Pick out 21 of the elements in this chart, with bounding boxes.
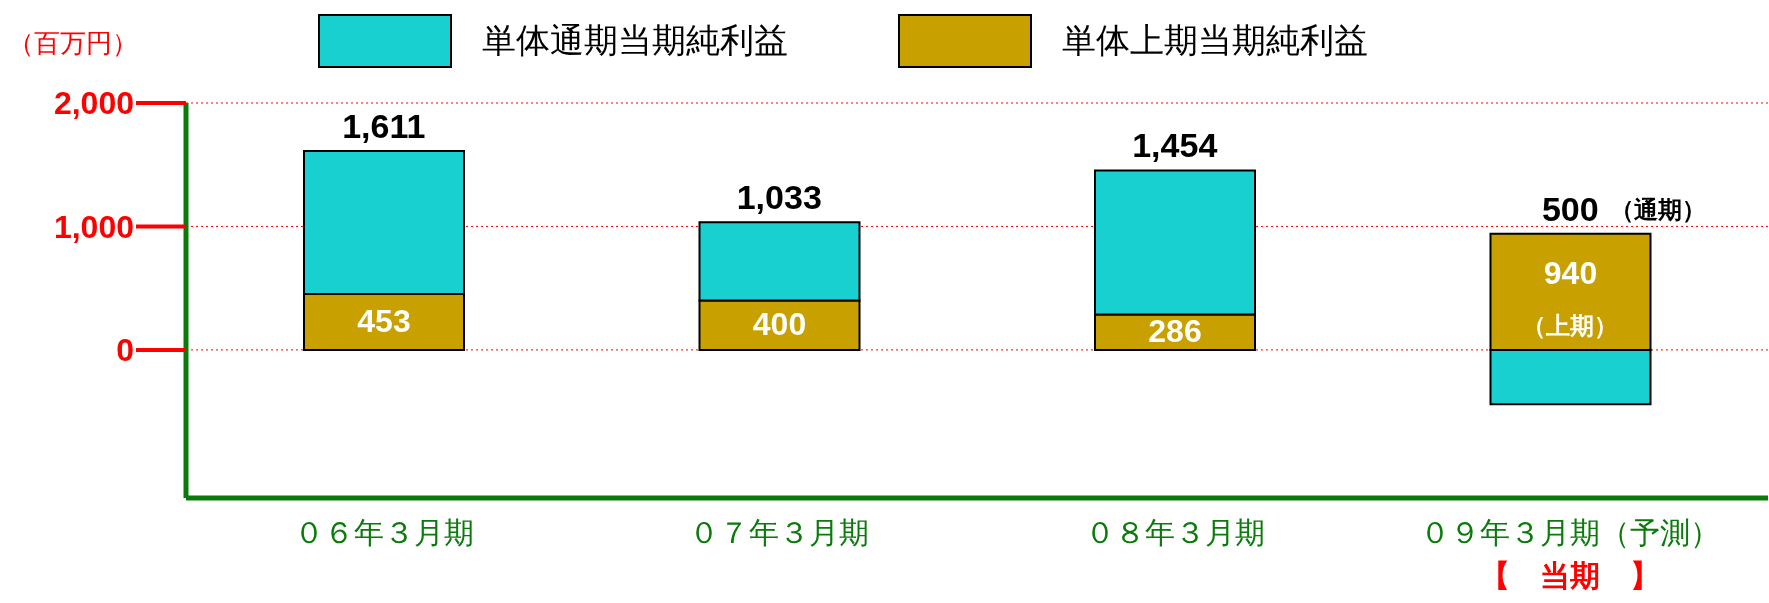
y-tick-label: 1,000 <box>53 208 134 245</box>
total-label: 500 <box>1541 189 1599 228</box>
data-label: 400 <box>752 306 807 343</box>
x-tick-label: ０６年３月期 <box>293 516 474 550</box>
data-label: 940 <box>1543 254 1598 291</box>
annotation: （上期） <box>1521 310 1620 341</box>
x-tick-label: ０９年３月期（予測） <box>1420 516 1721 550</box>
x-tick-label: ０７年３月期 <box>689 516 870 550</box>
annotation: （通期） <box>1610 194 1708 225</box>
text: 【 当期 】 <box>1479 558 1662 594</box>
total-label: 1,033 <box>735 178 823 218</box>
data-label: 286 <box>1148 313 1202 350</box>
legend-label: 単体上期当期純利益 <box>1062 20 1368 61</box>
total-label: 1,454 <box>1131 126 1219 166</box>
total-label: 1,611 <box>341 107 427 147</box>
y-axis-title: （百万円） <box>8 27 138 60</box>
data-label: 453 <box>357 302 411 339</box>
y-tick-label: 0 <box>116 332 134 369</box>
y-tick-label: 2,000 <box>53 85 134 122</box>
legend-label: 単体通期当期純利益 <box>482 20 788 61</box>
x-tick-label: ０８年３月期 <box>1084 516 1265 550</box>
